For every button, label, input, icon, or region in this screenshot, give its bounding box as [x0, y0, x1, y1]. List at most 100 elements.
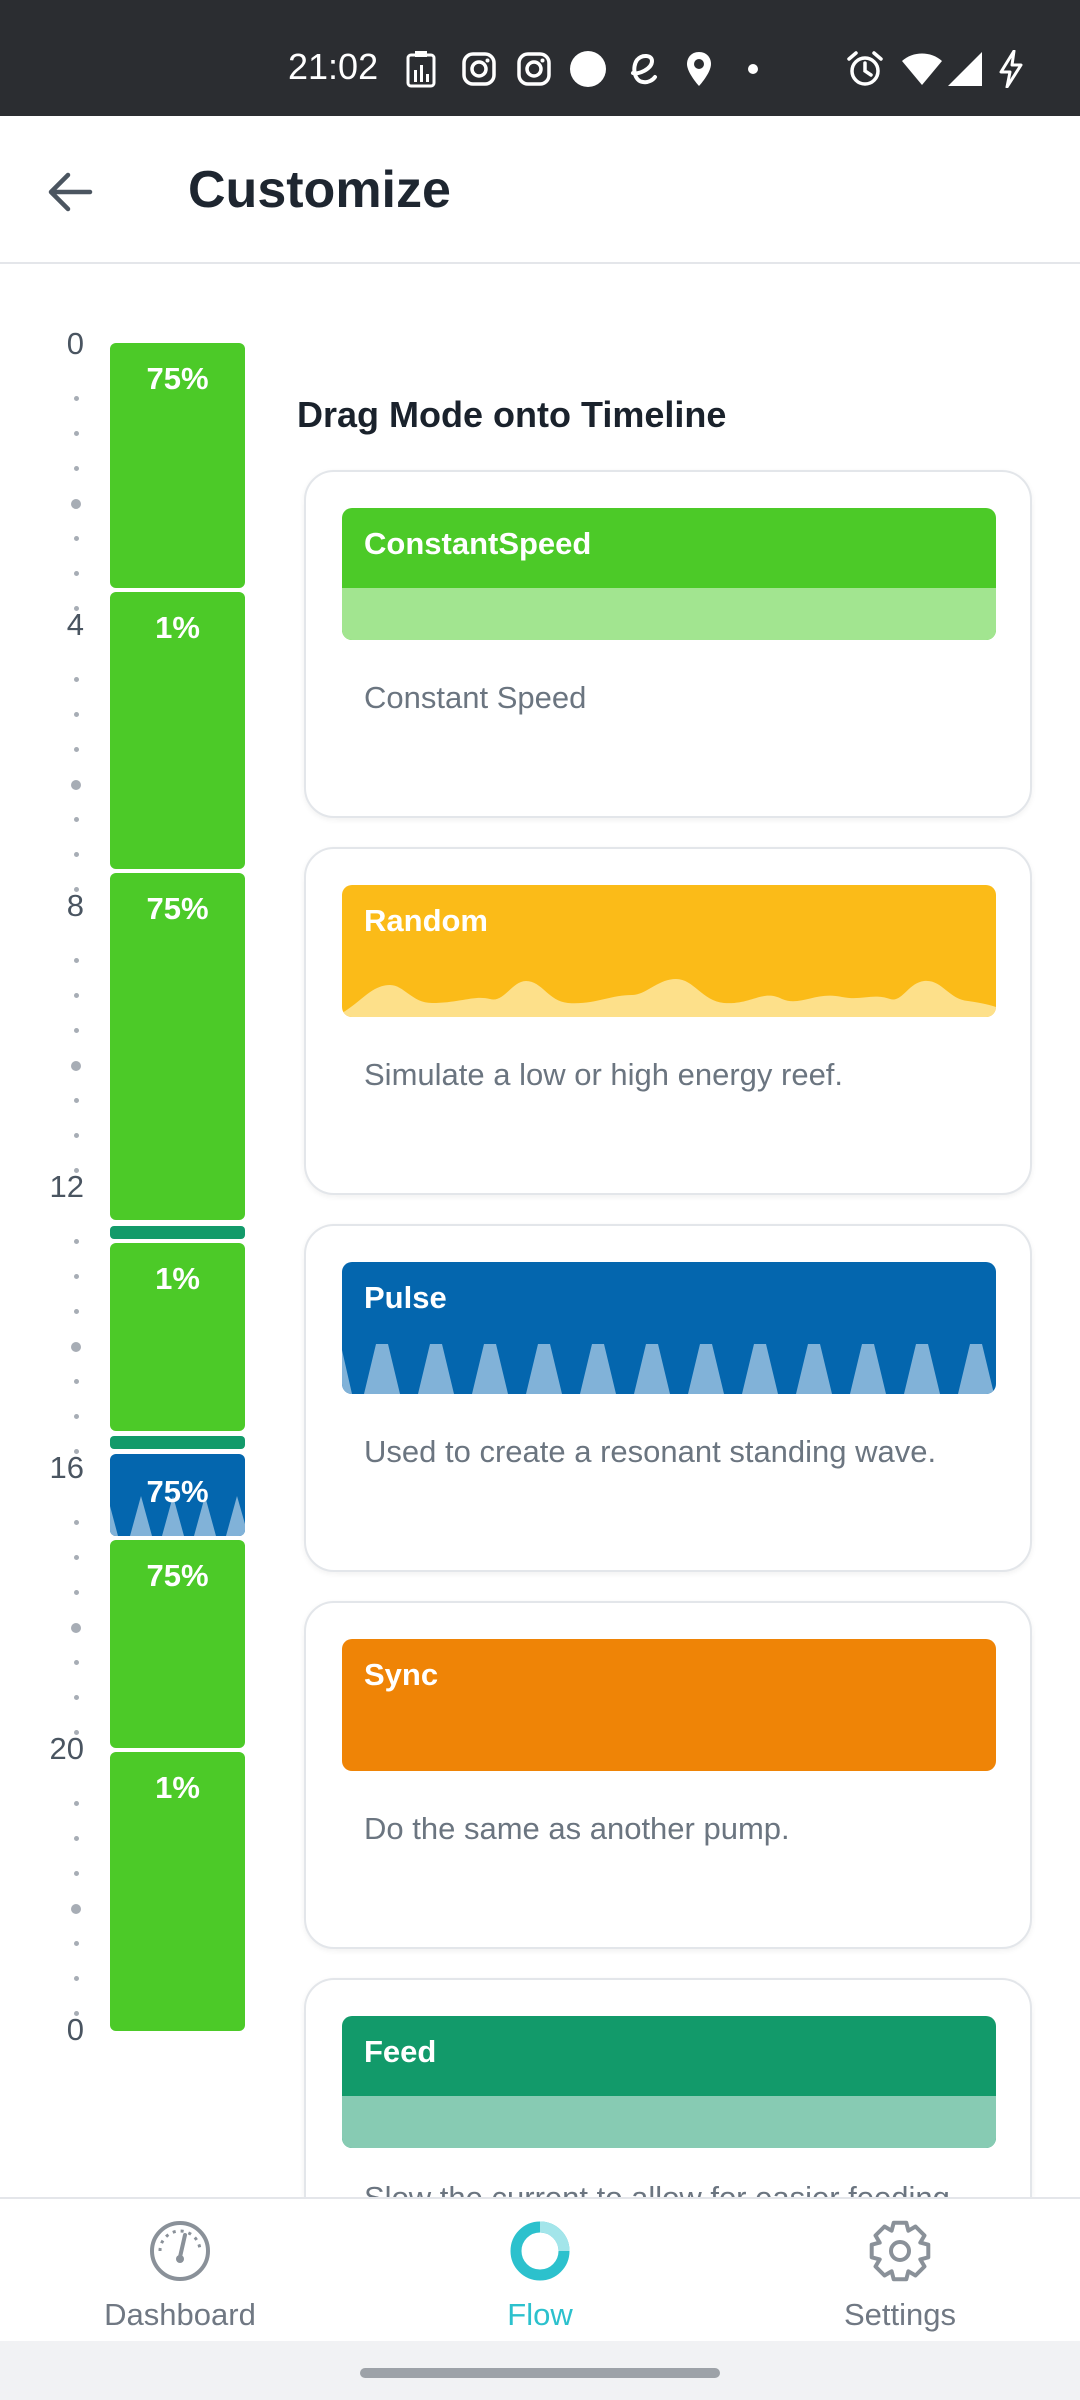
tick-dot	[73, 746, 79, 752]
nav-label: Flow	[507, 2297, 573, 2332]
mode-swatch: ConstantSpeed	[342, 508, 996, 640]
back-arrow-icon	[48, 172, 93, 212]
circle-icon	[568, 50, 608, 88]
location-icon	[684, 50, 714, 88]
tick-dot	[73, 1168, 79, 1174]
mode-card-sync[interactable]: Sync Do the same as another pump.	[304, 1601, 1032, 1949]
tick-label: 16	[49, 1450, 84, 1485]
tick-dot	[73, 1695, 79, 1701]
instagram-icon	[460, 50, 498, 88]
timeline-segment[interactable]: 1%	[110, 592, 245, 869]
mode-description: Do the same as another pump.	[364, 1811, 790, 1846]
page-title: Customize	[188, 161, 451, 219]
tick-label: 0	[66, 2012, 84, 2047]
segment-label: 75%	[146, 1474, 209, 1509]
tick-dot	[73, 1976, 79, 1982]
tick-dot	[71, 1060, 81, 1071]
timeline-segment-pulse[interactable]: 75%	[110, 1454, 245, 1536]
back-button[interactable]	[40, 162, 100, 222]
timeline-segment[interactable]: 1%	[110, 1752, 245, 2031]
mode-name: Pulse	[364, 1280, 447, 1315]
ring-icon	[510, 2221, 570, 2281]
tick-dot	[73, 1238, 79, 1244]
segment-label: 75%	[146, 1558, 209, 1593]
tick-dot	[73, 852, 79, 858]
tick-dot	[73, 430, 79, 436]
tick-dot	[71, 1622, 81, 1633]
tick-dot	[73, 817, 79, 823]
bottom-nav: Dashboard Flow Settings	[0, 2197, 1080, 2341]
tick-dot	[71, 779, 81, 790]
mode-name: Sync	[364, 1657, 439, 1692]
pulse-pattern	[342, 1344, 994, 1394]
nav-settings[interactable]: Settings	[720, 2199, 1080, 2343]
tick-dot	[73, 571, 79, 577]
segment-label: 1%	[155, 610, 200, 645]
home-indicator[interactable]	[360, 2368, 720, 2378]
app-bar: Customize	[0, 116, 1080, 264]
pulse-pattern	[110, 1496, 245, 1536]
tick-dot	[73, 1660, 79, 1666]
timeline-segment-feed[interactable]	[110, 1436, 245, 1449]
nav-flow[interactable]: Flow	[360, 2199, 720, 2343]
mode-swatch: Sync	[342, 1639, 996, 1771]
segment-label: 1%	[155, 1261, 200, 1296]
mode-description: Simulate a low or high energy reef.	[364, 1057, 844, 1092]
gear-icon	[869, 2220, 931, 2282]
tick-dot	[73, 1133, 79, 1139]
mode-description: Constant Speed	[364, 680, 587, 715]
mode-card-constantspeed[interactable]: ConstantSpeed Constant Speed	[304, 470, 1032, 818]
mode-band	[342, 2096, 996, 2148]
status-time: 21:02	[288, 46, 379, 87]
mode-card-pulse[interactable]: Pulse Used to create a resonant standing…	[304, 1224, 1032, 1572]
tick-dot	[73, 1273, 79, 1279]
tick-dot	[73, 1730, 79, 1736]
tick-label: 0	[66, 326, 84, 361]
mode-card-feed[interactable]: Feed Slow the current to allow for easie…	[304, 1978, 1032, 2215]
tick-dot	[73, 2011, 79, 2017]
mode-name: Random	[364, 903, 488, 938]
charging-icon	[996, 50, 1026, 88]
segment-label: 75%	[146, 361, 209, 396]
section-title: Drag Mode onto Timeline	[297, 394, 727, 435]
tick-dot	[73, 395, 79, 401]
tick-dot	[73, 606, 79, 612]
tick-dot	[73, 536, 79, 542]
mode-swatch: Pulse	[342, 1262, 996, 1394]
timeline-segment-feed[interactable]	[110, 1226, 245, 1239]
nav-label: Dashboard	[104, 2297, 256, 2332]
timeline-segment[interactable]: 75%	[110, 1540, 245, 1748]
alarm-icon	[845, 50, 885, 88]
nav-dashboard[interactable]: Dashboard	[0, 2199, 360, 2343]
e-icon	[626, 50, 660, 88]
segment-label: 1%	[155, 1770, 200, 1805]
mode-name: Feed	[364, 2034, 437, 2069]
tick-dot	[73, 1414, 79, 1420]
timeline-segment[interactable]: 75%	[110, 343, 245, 588]
tick-dot	[71, 1341, 81, 1352]
tick-label: 8	[66, 888, 84, 923]
status-bar: 21:02	[0, 0, 1080, 116]
timeline-segment[interactable]: 75%	[110, 873, 245, 1220]
mode-card-random[interactable]: Random Simulate a low or high energy ree…	[304, 847, 1032, 1195]
tick-label: 20	[49, 1731, 84, 1766]
mode-description: Used to create a resonant standing wave.	[364, 1434, 937, 1469]
tick-label: 4	[66, 607, 84, 642]
tick-dot	[73, 1379, 79, 1385]
nav-label: Settings	[843, 2297, 956, 2332]
timeline-segment[interactable]: 1%	[110, 1243, 245, 1431]
tick-dot	[73, 1098, 79, 1104]
signal-icon	[946, 50, 984, 88]
mode-band	[342, 588, 996, 640]
mode-name: ConstantSpeed	[364, 526, 592, 561]
battery-report-icon	[404, 50, 438, 88]
dot-icon	[746, 50, 760, 88]
tick-dot	[73, 1870, 79, 1876]
tick-dot	[73, 676, 79, 682]
tick-dot	[73, 1519, 79, 1525]
instagram-icon	[515, 50, 553, 88]
tick-dot	[73, 957, 79, 963]
tick-dot	[73, 1027, 79, 1033]
tick-dot	[73, 1589, 79, 1595]
